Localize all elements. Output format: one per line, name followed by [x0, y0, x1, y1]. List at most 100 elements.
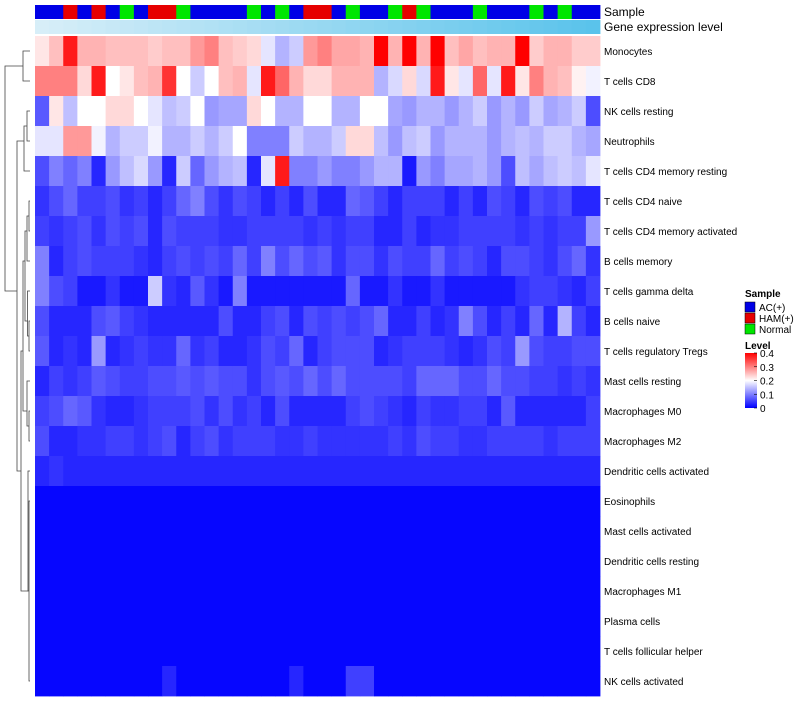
heatmap-cell — [402, 606, 417, 637]
gene-expression-annotation-cell — [515, 20, 530, 34]
heatmap-cell — [190, 66, 205, 97]
heatmap-cell — [91, 186, 107, 217]
heatmap-cell — [472, 366, 488, 397]
heatmap-cell — [133, 36, 149, 67]
heatmap-cell — [91, 66, 107, 97]
heatmap-cell — [289, 456, 304, 487]
heatmap-cell — [359, 126, 375, 157]
heatmap-cell — [261, 246, 276, 277]
heatmap-cell — [148, 456, 163, 487]
heatmap-cell — [49, 336, 64, 367]
heatmap-cell — [204, 216, 220, 247]
heatmap-cell — [515, 486, 530, 517]
heatmap-cell — [105, 276, 121, 307]
heatmap-cell — [190, 276, 205, 307]
heatmap-cell — [345, 426, 361, 457]
heatmap-cell — [275, 516, 290, 547]
heatmap-cell — [246, 546, 262, 577]
heatmap-cell — [176, 516, 191, 547]
heatmap-cell — [388, 606, 403, 637]
heatmap-cell — [374, 396, 389, 427]
heatmap-cell — [402, 366, 417, 397]
heatmap-cell — [472, 216, 488, 247]
heatmap-cell — [444, 126, 460, 157]
heatmap-cell — [388, 96, 403, 127]
heatmap-cell — [190, 96, 205, 127]
gene-expression-annotation-cell — [49, 20, 64, 34]
heatmap-cell — [303, 306, 318, 337]
heatmap-cell — [148, 126, 163, 157]
heatmap-cell — [261, 96, 276, 127]
heatmap-cell — [359, 276, 375, 307]
heatmap-cell — [162, 636, 177, 667]
heatmap-cell — [91, 336, 107, 367]
heatmap-cell — [133, 396, 149, 427]
sample-annotation-cell — [289, 5, 304, 19]
heatmap-cell — [571, 456, 587, 487]
heatmap-cell — [345, 276, 361, 307]
heatmap-cell — [543, 666, 559, 697]
heatmap-cell — [430, 516, 446, 547]
heatmap-cell — [77, 426, 92, 457]
heatmap-cell — [218, 456, 234, 487]
gene-expression-annotation-cell — [458, 20, 474, 34]
heatmap-cell — [472, 456, 488, 487]
heatmap-cell — [374, 96, 389, 127]
sample-annotation-cell — [345, 5, 361, 19]
heatmap-cell — [557, 336, 573, 367]
heatmap-cell — [105, 246, 121, 277]
heatmap-cell — [345, 36, 361, 67]
heatmap-cell — [585, 156, 601, 187]
heatmap-cell — [261, 306, 276, 337]
heatmap-cell — [359, 96, 375, 127]
heatmap-cell — [515, 96, 530, 127]
heatmap-cell — [430, 306, 446, 337]
heatmap-cell — [261, 276, 276, 307]
heatmap-cell — [515, 276, 530, 307]
heatmap-cell — [416, 216, 431, 247]
heatmap-cell — [557, 36, 573, 67]
heatmap-cell — [557, 246, 573, 277]
heatmap-cell — [190, 246, 205, 277]
heatmap-cell — [345, 126, 361, 157]
legend-level-tick-label: 0.2 — [760, 377, 774, 388]
sample-annotation-cell — [261, 5, 276, 19]
heatmap-cell — [91, 306, 107, 337]
heatmap-cell — [35, 126, 50, 157]
heatmap-cell — [345, 156, 361, 187]
heatmap-cell — [543, 396, 559, 427]
heatmap-cell — [543, 546, 559, 577]
sample-annotation-cell — [585, 5, 601, 19]
sample-annotation-bar — [35, 5, 601, 19]
gene-expression-annotation-cell — [388, 20, 403, 34]
heatmap-cell — [105, 336, 121, 367]
heatmap-cell — [176, 306, 191, 337]
heatmap-cell — [246, 66, 262, 97]
heatmap-cell — [119, 36, 135, 67]
heatmap-cell — [501, 216, 516, 247]
heatmap-cell — [162, 306, 177, 337]
heatmap-cell — [204, 96, 220, 127]
heatmap-cell — [105, 636, 121, 667]
heatmap-cell — [77, 666, 92, 697]
heatmap-cell — [543, 306, 559, 337]
heatmap-cell — [444, 276, 460, 307]
heatmap-cell — [529, 426, 544, 457]
heatmap-cell — [35, 216, 50, 247]
heatmap-cell — [515, 246, 530, 277]
heatmap-cell — [275, 486, 290, 517]
heatmap-cell — [543, 36, 559, 67]
heatmap-cell — [529, 666, 544, 697]
heatmap-cell — [345, 636, 361, 667]
heatmap-cell — [162, 156, 177, 187]
heatmap-cell — [133, 246, 149, 277]
heatmap-cell — [444, 36, 460, 67]
heatmap-cell — [374, 216, 389, 247]
heatmap-cell — [77, 576, 92, 607]
heatmap-cell — [388, 276, 403, 307]
heatmap-cell — [246, 606, 262, 637]
heatmap-cell — [218, 666, 234, 697]
heatmap-cell — [501, 336, 516, 367]
heatmap-cell — [571, 186, 587, 217]
heatmap-cell — [190, 396, 205, 427]
